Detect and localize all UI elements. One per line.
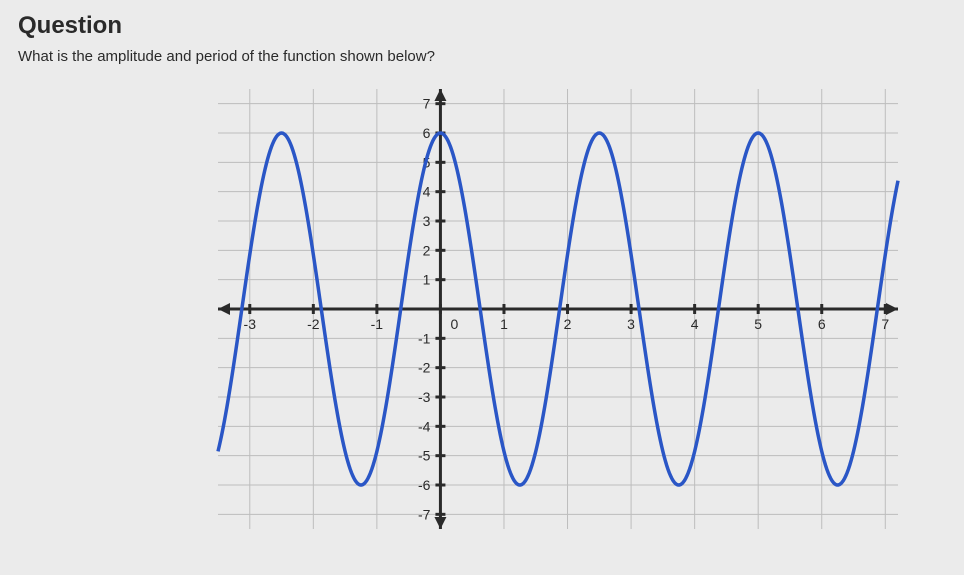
svg-text:5: 5	[754, 316, 762, 332]
svg-text:2: 2	[423, 242, 431, 258]
svg-text:-3: -3	[418, 389, 431, 405]
svg-text:1: 1	[423, 272, 431, 288]
svg-text:6: 6	[818, 316, 826, 332]
svg-text:7: 7	[881, 316, 889, 332]
svg-text:-4: -4	[418, 418, 431, 434]
svg-text:6: 6	[423, 125, 431, 141]
svg-text:7: 7	[423, 96, 431, 112]
svg-text:-2: -2	[418, 360, 431, 376]
svg-text:-3: -3	[244, 316, 257, 332]
sinusoid-chart: -3-2-101234567-7-6-5-4-3-2-11234567	[178, 79, 908, 539]
svg-text:3: 3	[627, 316, 635, 332]
svg-text:-7: -7	[418, 506, 431, 522]
svg-text:-1: -1	[418, 330, 431, 346]
svg-text:4: 4	[691, 316, 699, 332]
svg-text:-2: -2	[307, 316, 320, 332]
svg-text:3: 3	[423, 213, 431, 229]
svg-text:-6: -6	[418, 477, 431, 493]
svg-text:4: 4	[423, 184, 431, 200]
chart-container: -3-2-101234567-7-6-5-4-3-2-11234567	[178, 79, 908, 539]
svg-text:-1: -1	[371, 316, 384, 332]
question-title: Question	[18, 12, 946, 40]
svg-text:1: 1	[500, 316, 508, 332]
question-prompt: What is the amplitude and period of the …	[18, 48, 946, 65]
svg-text:-5: -5	[418, 448, 431, 464]
svg-text:2: 2	[564, 316, 572, 332]
svg-text:0: 0	[451, 316, 459, 332]
